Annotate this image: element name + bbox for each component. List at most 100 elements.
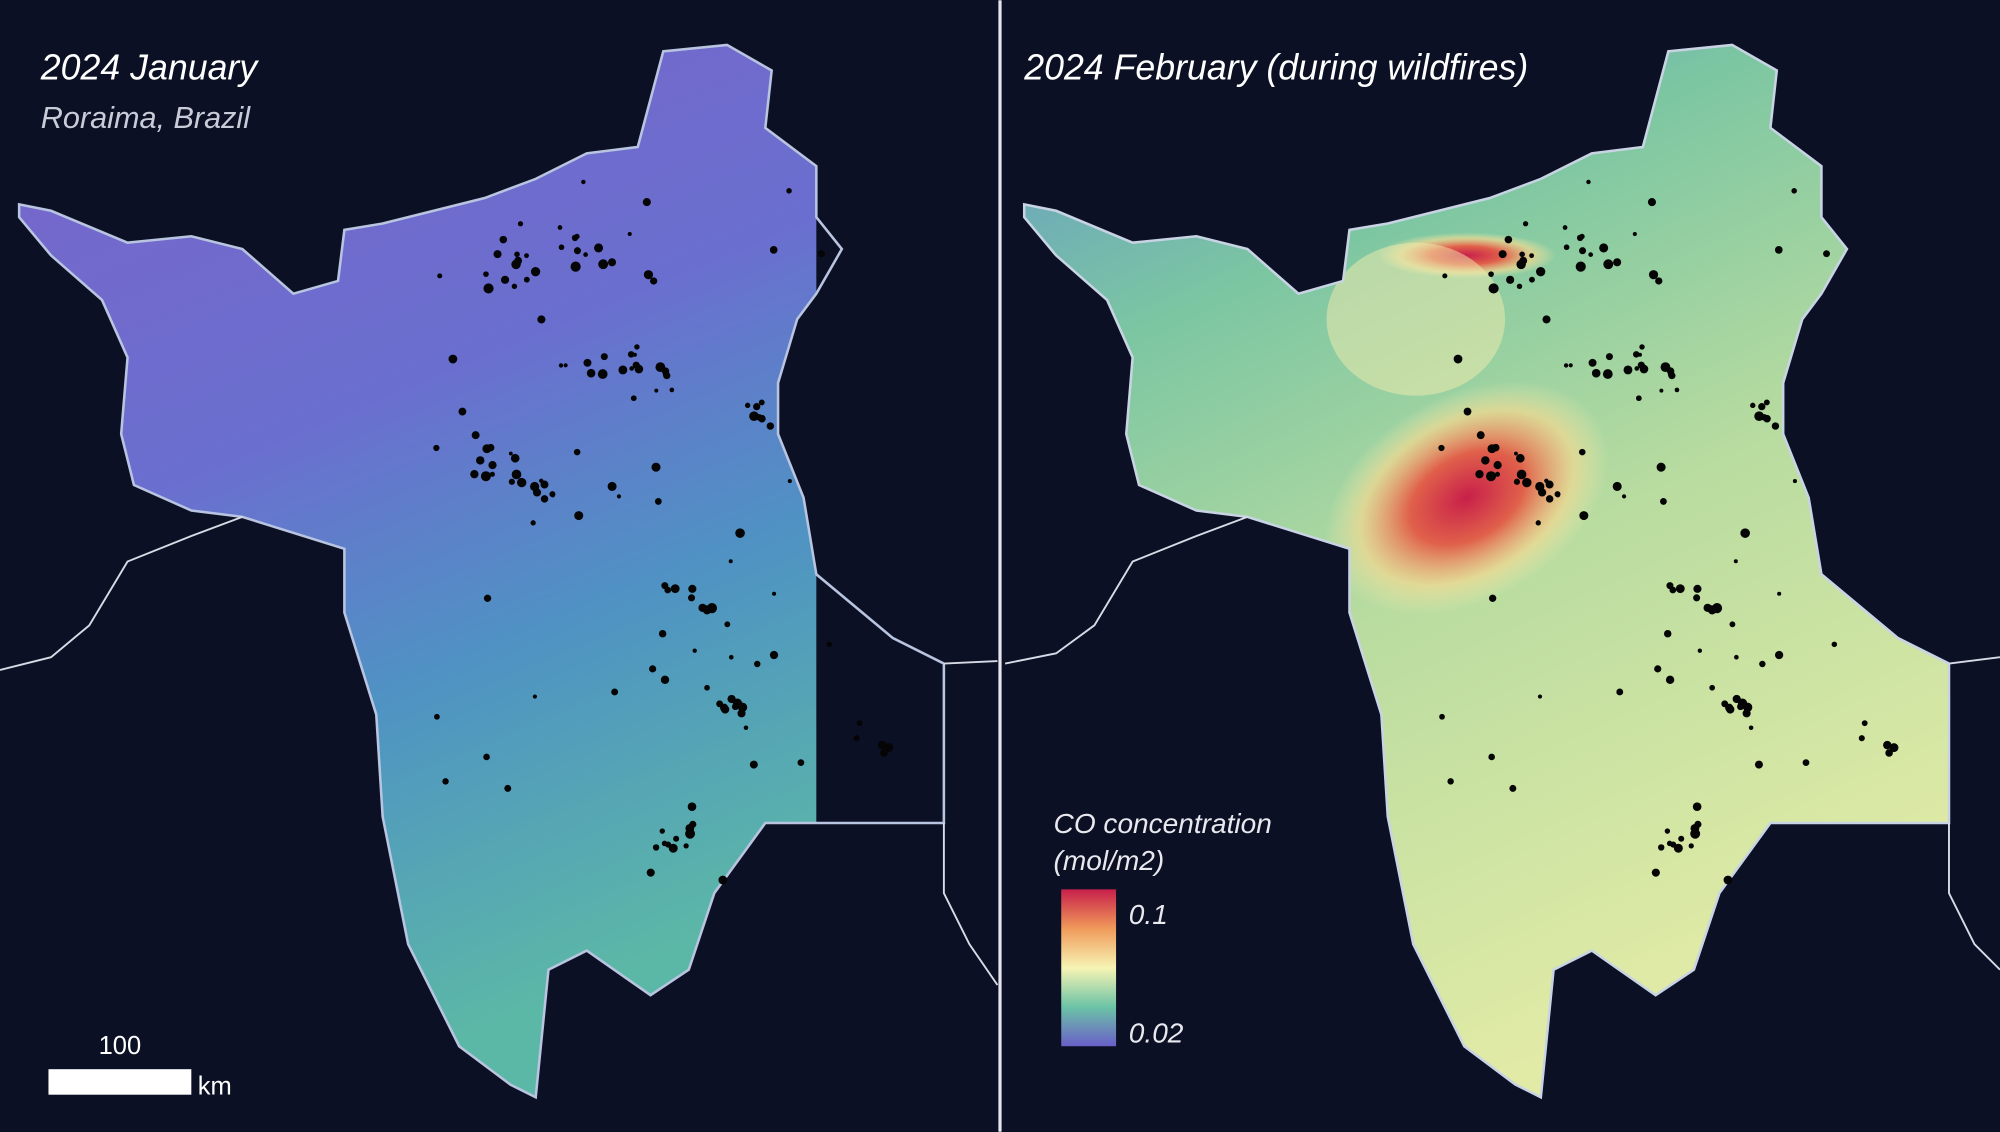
fire-spot <box>1545 495 1554 503</box>
fire-spot <box>716 700 724 708</box>
fire-spot <box>573 448 581 456</box>
scale-distance: 100 <box>99 1032 142 1060</box>
legend-max-label: 0.1 <box>1129 899 1168 930</box>
fire-spot <box>721 705 730 714</box>
fire-spot <box>1647 198 1657 207</box>
fire-spot <box>685 828 696 839</box>
fire-spot <box>724 621 731 628</box>
fire-spot <box>1861 720 1868 727</box>
fire-spot <box>634 344 640 350</box>
fire-spot <box>769 246 778 254</box>
fire-spot <box>1639 364 1649 374</box>
fire-spot <box>607 481 617 491</box>
fire-spot <box>1690 828 1701 839</box>
colorbar <box>1061 889 1117 1047</box>
fire-spot <box>1529 253 1535 259</box>
fire-spot <box>1664 828 1671 834</box>
fire-spot <box>1538 483 1544 489</box>
fire-spot <box>499 235 508 244</box>
fire-spot <box>1791 188 1797 194</box>
fire-spot <box>1492 443 1500 452</box>
fire-spot <box>1688 843 1694 849</box>
fire-spot <box>442 778 449 785</box>
fire-spot <box>1488 283 1499 294</box>
fire-spot <box>1678 835 1685 842</box>
fire-spot <box>1674 387 1680 393</box>
fire-spot <box>1516 259 1526 270</box>
fire-spot <box>1578 448 1586 456</box>
fire-spot <box>493 250 502 259</box>
fire-spot <box>630 395 637 402</box>
fire-spot <box>1605 353 1613 361</box>
fire-spot <box>1750 402 1756 409</box>
fire-spot <box>1692 802 1702 812</box>
fire-spot <box>1666 840 1673 847</box>
fire-spot <box>1740 528 1750 538</box>
fire-spot <box>1579 247 1587 255</box>
fire-spot <box>1673 843 1683 853</box>
fire-spot <box>532 488 542 497</box>
fire-spot <box>826 641 832 648</box>
fire-spot <box>692 648 697 653</box>
fire-spot <box>514 251 520 258</box>
fire-spot <box>1537 694 1543 699</box>
fire-spot <box>1481 456 1490 465</box>
fire-spot <box>1442 273 1448 279</box>
fire-spot <box>1519 251 1525 258</box>
fire-spot <box>1591 368 1601 378</box>
fire-spot <box>662 371 669 378</box>
fire-spot <box>571 234 579 242</box>
fire-spot <box>1488 753 1495 761</box>
fire-spot <box>1697 648 1702 653</box>
fire-spot <box>1555 493 1560 498</box>
fire-spot <box>1721 700 1729 708</box>
fire-spot <box>1660 362 1671 373</box>
country-border <box>0 515 243 671</box>
fire-spot <box>510 453 520 463</box>
fire-spot <box>583 358 592 367</box>
fire-spot <box>1538 488 1547 497</box>
fire-spot <box>853 735 860 742</box>
fire-spot <box>669 387 675 393</box>
fire-spot <box>475 456 485 465</box>
fire-spot <box>749 760 758 769</box>
fire-spot <box>1488 271 1494 277</box>
fire-spot <box>471 431 480 440</box>
fire-spot <box>1665 675 1675 685</box>
fire-spot <box>558 363 564 368</box>
fire-spot <box>1498 250 1507 259</box>
fire-spot <box>1516 283 1523 290</box>
fire-spot <box>1575 261 1586 272</box>
fire-spot <box>607 258 617 267</box>
fire-spot <box>483 594 492 602</box>
fire-spot <box>483 283 494 294</box>
fire-spot <box>650 277 658 285</box>
fire-spot <box>1667 371 1674 378</box>
fire-spot <box>1763 399 1770 406</box>
fire-spot <box>437 273 443 279</box>
fire-spot <box>1516 469 1527 480</box>
fire-spot <box>687 802 697 812</box>
fire-spot <box>1621 494 1627 499</box>
fire-spot <box>1729 621 1736 628</box>
fire-spot <box>616 494 622 499</box>
co-hotspot <box>1324 380 1609 615</box>
fire-spot <box>1439 713 1445 720</box>
fire-spot <box>817 250 825 258</box>
fire-spot <box>1885 749 1893 757</box>
fire-spot <box>570 261 581 272</box>
fire-spot <box>1636 395 1642 402</box>
panel-title: 2024 February (during wildfires) <box>1023 47 1528 87</box>
fire-spot <box>1693 584 1702 593</box>
panel-subtitle: Roraima, Brazil <box>41 101 251 135</box>
fire-spot <box>537 315 546 324</box>
fire-spot <box>743 725 749 731</box>
fire-spot <box>597 369 608 379</box>
fire-spot <box>1639 344 1645 350</box>
fire-spot <box>1513 451 1518 456</box>
fire-spot <box>1774 246 1783 254</box>
fire-spot <box>877 740 887 750</box>
fire-spot <box>753 402 761 411</box>
fire-spot <box>581 179 586 185</box>
fire-spot <box>737 709 746 718</box>
